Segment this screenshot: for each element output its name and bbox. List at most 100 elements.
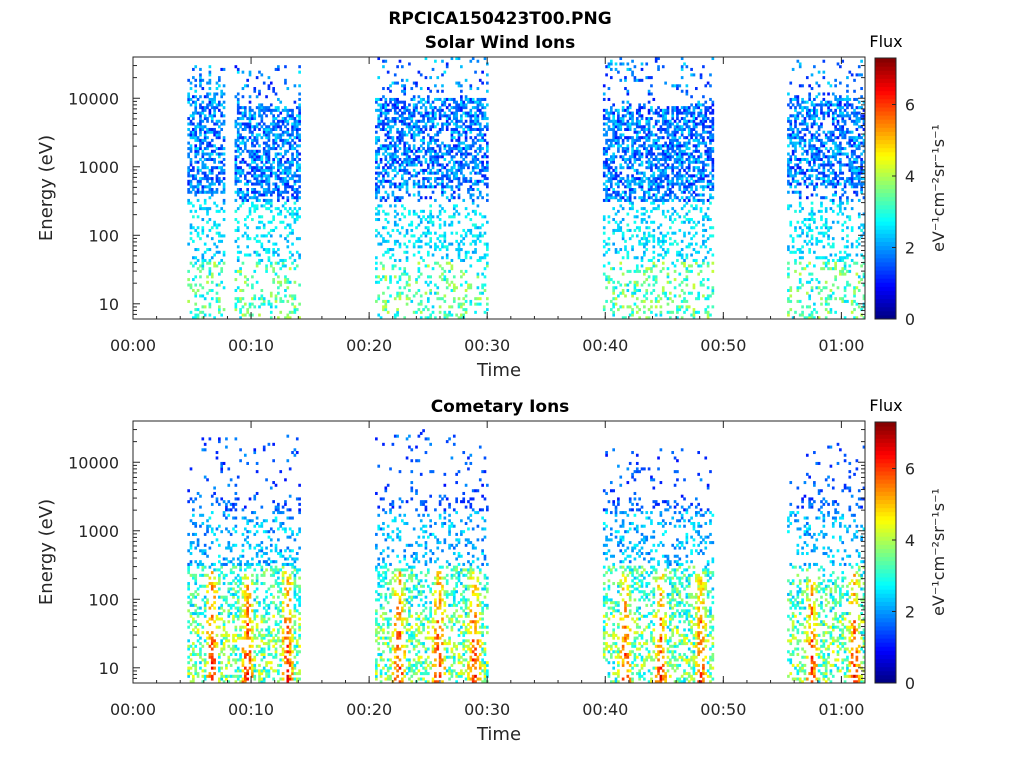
spectrogram-cell [697,264,701,268]
spectrogram-cell [417,223,421,227]
spectrogram-cell [443,220,447,224]
spectrogram-cell [222,114,226,118]
spectrogram-cell [628,185,632,189]
spectrogram-cell [293,212,297,216]
spectrogram-cell [650,185,653,189]
spectrogram-cell [436,163,440,167]
spectrogram-cell [203,157,207,162]
spectrogram-cell [255,133,259,137]
spectrogram-cell [281,119,285,123]
spectrogram-cell [643,171,646,175]
spectrogram-cell [248,111,252,115]
spectrogram-cell [690,95,693,99]
spectrogram-cell [206,130,209,134]
spectrogram-cell [199,73,202,77]
spectrogram-cell [638,239,641,243]
spectrogram-cell [699,174,703,178]
spectrogram-cell [277,67,280,71]
spectrogram-cell [664,111,667,115]
spectrogram-cell [810,182,814,186]
spectrogram-cell [803,138,807,142]
spectrogram-cell [614,141,618,145]
spectrogram-cell [824,147,828,151]
spectrogram-cell [602,97,606,101]
spectrogram-cell [213,144,216,148]
spectrogram-cell [272,228,275,232]
spectrogram-cell [415,108,418,112]
spectrogram-cell [443,152,447,156]
spectrogram-cell [288,223,292,227]
spectrogram-cell [657,111,660,115]
spectrogram-cell [685,269,689,273]
spectrogram-cell [699,133,703,137]
spectrogram-cell [808,160,811,164]
spectrogram-cell [443,245,447,249]
spectrogram-cell [478,147,482,151]
spectrogram-cell [189,157,193,162]
spectrogram-cell [787,248,790,252]
spectrogram-cell [288,226,292,230]
spectrogram-cell [279,111,283,115]
spectrogram-cell [626,136,630,140]
spectrogram-cell [486,163,489,167]
spectrogram-cell [671,122,675,126]
spectrogram-cell [258,226,261,230]
spectrogram-cell [657,119,660,123]
spectrogram-cell [391,182,395,186]
spectrogram-cell [398,168,402,172]
spectrogram-cell [284,226,287,230]
spectrogram-cell [787,288,790,293]
spectrogram-cell [210,106,214,110]
spectrogram-cell [255,136,259,140]
spectrogram-cell [379,242,383,246]
spectrogram-cell [196,248,200,252]
spectrogram-cell [633,283,637,287]
spectrogram-cell [412,125,416,129]
spectrogram-cell [796,117,800,121]
spectrogram-cell [291,185,294,189]
spectrogram-cell [676,179,679,183]
spectrogram-cell [277,136,280,140]
spectrogram-cell [438,212,442,216]
spectrogram-cell [452,111,456,115]
spectrogram-cell [467,190,470,194]
spectrogram-cell [218,305,221,309]
spectrogram-cell [829,108,833,112]
spectrogram-cell [450,147,454,151]
spectrogram-cell [476,237,480,241]
spectrogram-cell [647,133,651,137]
spectrogram-cell [265,264,268,268]
spectrogram-cell [262,147,266,151]
spectrogram-cell [450,196,454,200]
spectrogram-cell [379,114,383,118]
spectrogram-cell [286,87,290,91]
spectrogram-cell [640,283,644,287]
spectrogram-cell [218,147,221,151]
spectrogram-cell [683,119,686,123]
spectrogram-cell [199,237,202,241]
spectrogram-cell [787,174,790,178]
spectrogram-cell [711,288,715,293]
spectrogram-cell [431,100,435,104]
spectrogram-cell [808,316,811,320]
spectrogram-cell [614,62,618,66]
spectrogram-cell [260,179,264,183]
spectrogram-cell [239,204,242,208]
spectrogram-cell [664,215,667,219]
spectrogram-cell [386,144,390,148]
spectrogram-cell [631,201,634,205]
spectrogram-cell [673,218,677,222]
spectrogram-cell [189,283,193,287]
spectrogram-cell [704,125,708,129]
spectrogram-cell [194,103,198,107]
spectrogram-cell [203,130,207,134]
spectrogram-cell [810,212,814,216]
spectrogram-cell [284,258,287,262]
spectrogram-cell [298,70,301,74]
spectrogram-cell [431,220,435,224]
spectrogram-cell [624,185,627,189]
spectrogram-cell [699,198,703,202]
spectrogram-cell [697,160,701,164]
spectrogram-cell [262,204,266,208]
spectrogram-cell [621,108,625,112]
